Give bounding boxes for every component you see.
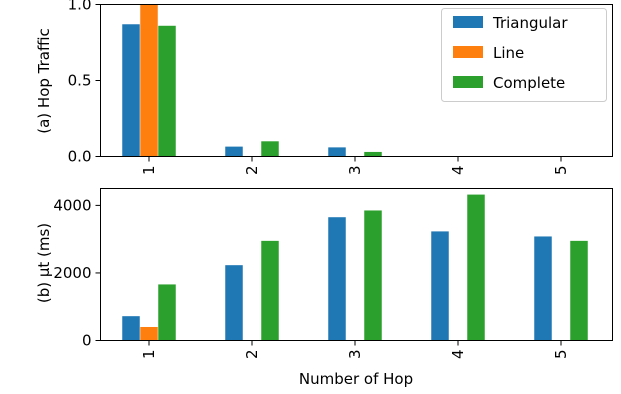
bar-top-line-hop-1 xyxy=(140,4,158,157)
legend-swatch-triangular xyxy=(453,16,483,28)
legend: Triangular Line Complete xyxy=(441,8,607,102)
bar-bottom-complete-hop-5 xyxy=(570,240,588,341)
bar-bottom-complete-hop-2 xyxy=(261,240,279,341)
panel-mu-t: 0 2000 4000 1 2 3 4 5 (b) μt (ms) Number of Ho… xyxy=(35,188,613,388)
bar-bottom-triangular-hop-4 xyxy=(431,231,449,341)
bar-top-triangular-hop-1 xyxy=(122,24,140,157)
x-tick-label-top: 1 xyxy=(140,166,158,176)
x-axis-label: Number of Hop xyxy=(299,370,413,388)
legend-swatch-line xyxy=(453,46,483,58)
y-ticks-top: 0.0 0.5 1.0 xyxy=(68,0,101,166)
bar-bottom-line-hop-1 xyxy=(140,326,158,341)
x-tick-label-bottom: 1 xyxy=(140,350,158,360)
x-tick-label-bottom: 2 xyxy=(243,350,261,360)
y-tick-label-top: 0.0 xyxy=(68,148,92,166)
bar-top-complete-hop-2 xyxy=(261,141,279,157)
legend-label-triangular: Triangular xyxy=(492,14,568,32)
y-axis-label-bottom: (b) μt (ms) xyxy=(35,223,53,303)
bar-top-complete-hop-3 xyxy=(364,151,382,157)
bar-bottom-complete-hop-3 xyxy=(364,210,382,341)
x-tick-label-top: 5 xyxy=(552,166,570,176)
bar-bottom-triangular-hop-1 xyxy=(122,316,140,341)
legend-label-complete: Complete xyxy=(493,74,565,92)
bar-bottom-complete-hop-4 xyxy=(467,194,485,341)
bar-bottom-triangular-hop-5 xyxy=(534,236,552,341)
x-tick-label-bottom: 5 xyxy=(552,350,570,360)
x-ticks-top: 1 2 3 4 5 xyxy=(140,156,570,176)
x-tick-label-top: 4 xyxy=(449,166,467,176)
legend-label-line: Line xyxy=(493,44,524,62)
bars-hop-traffic xyxy=(122,4,588,157)
legend-swatch-complete xyxy=(453,76,483,88)
panel-hop-traffic: 0.0 0.5 1.0 1 2 3 4 5 (a) Hop Traffic Triangul… xyxy=(35,0,613,175)
x-tick-label-top: 3 xyxy=(346,166,364,176)
x-tick-label-bottom: 3 xyxy=(346,350,364,360)
y-axis-label-top: (a) Hop Traffic xyxy=(35,28,53,133)
bar-bottom-complete-hop-1 xyxy=(158,284,176,341)
bar-bottom-triangular-hop-3 xyxy=(328,217,346,341)
y-tick-label-top: 1.0 xyxy=(68,0,92,14)
plot-frame-bottom xyxy=(100,188,613,341)
bar-top-triangular-hop-2 xyxy=(225,146,243,157)
y-ticks-bottom: 0 2000 4000 xyxy=(53,196,101,350)
y-tick-label-bottom: 0 xyxy=(82,332,92,350)
x-tick-label-bottom: 4 xyxy=(449,350,467,360)
bar-bottom-triangular-hop-2 xyxy=(225,265,243,341)
y-tick-label-bottom: 2000 xyxy=(53,264,91,282)
x-tick-label-top: 2 xyxy=(243,166,261,176)
y-tick-label-bottom: 4000 xyxy=(53,196,91,214)
y-tick-label-top: 0.5 xyxy=(68,72,92,90)
bar-top-complete-hop-1 xyxy=(158,25,176,157)
bars-mu-t xyxy=(122,194,588,341)
x-ticks-bottom: 1 2 3 4 5 xyxy=(140,340,570,360)
bar-top-triangular-hop-3 xyxy=(328,147,346,157)
